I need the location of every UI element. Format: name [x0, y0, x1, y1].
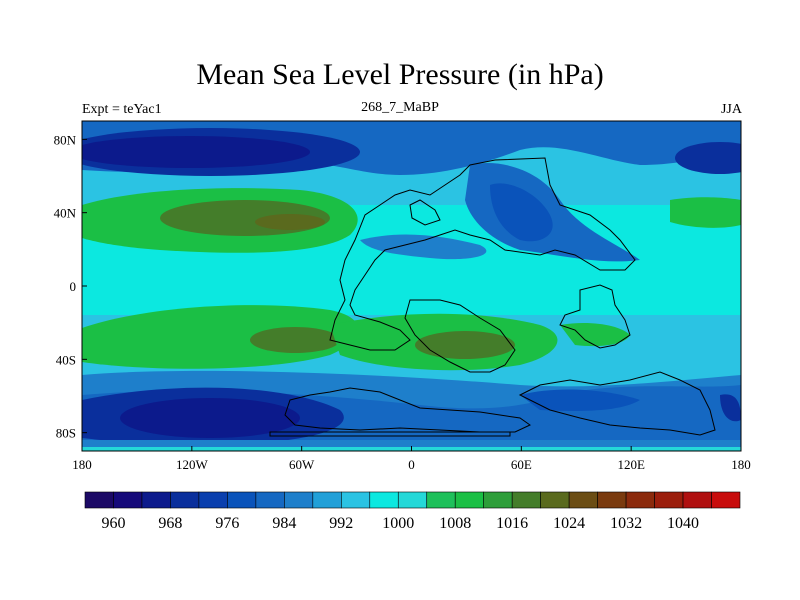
- colorbar-swatch: [227, 491, 257, 509]
- pressure-field: [82, 121, 741, 451]
- colorbar-swatch: [511, 491, 541, 509]
- colorbar-swatch: [540, 491, 570, 509]
- y-tick-label: 0: [70, 279, 77, 294]
- x-tick-label: 0: [408, 457, 415, 472]
- x-tick-label: 120E: [617, 457, 645, 472]
- y-tick-label: 80N: [54, 132, 77, 147]
- colorbar-swatch: [312, 491, 342, 509]
- colorbar-swatch: [255, 491, 285, 509]
- colorbar-label: 992: [329, 515, 353, 532]
- x-tick-label: 120W: [176, 457, 209, 472]
- colorbar-swatch: [682, 491, 712, 509]
- colorbar-swatch: [141, 491, 171, 509]
- x-tick-label: 180: [731, 457, 751, 472]
- colorbar: 960 968 976 984 992 1000 1008 1016 1024 1032 1040: [84, 491, 741, 532]
- colorbar-swatch: [625, 491, 655, 509]
- colorbar-label: 984: [272, 515, 296, 532]
- colorbar-swatch: [711, 491, 741, 509]
- x-tick-label: 60E: [511, 457, 532, 472]
- colorbar-label: 1008: [439, 515, 471, 532]
- chart-title: Mean Sea Level Pressure (in hPa): [196, 58, 604, 91]
- colorbar-label: 1040: [667, 515, 699, 532]
- y-tick-label: 40N: [54, 206, 77, 221]
- colorbar-label: 1016: [496, 515, 528, 532]
- colorbar-swatch: [483, 491, 513, 509]
- colorbar-label: 976: [215, 515, 239, 532]
- center-label: 268_7_MaBP: [361, 100, 439, 115]
- y-tick-label: 40S: [56, 352, 76, 367]
- coastlines: [269, 157, 716, 437]
- colorbar-label: 1032: [610, 515, 642, 532]
- colorbar-swatch: [426, 491, 456, 509]
- colorbar-swatch: [113, 491, 143, 509]
- colorbar-label: 1000: [382, 515, 414, 532]
- x-axis: 180 120W 60W 0 60E 120E 180: [72, 446, 751, 472]
- season-label: JJA: [720, 102, 742, 117]
- colorbar-label: 960: [101, 515, 125, 532]
- colorbar-swatch: [84, 491, 114, 509]
- colorbar-swatch: [170, 491, 200, 509]
- colorbar-swatch: [397, 491, 428, 509]
- experiment-label: Expt = teYac1: [82, 102, 162, 117]
- colorbar-swatch: [369, 491, 399, 509]
- colorbar-label: 968: [158, 515, 182, 532]
- colorbar-label: 1024: [553, 515, 585, 532]
- colorbar-swatch: [654, 491, 684, 509]
- colorbar-swatch: [568, 491, 598, 509]
- x-tick-label: 60W: [289, 457, 315, 472]
- colorbar-swatch: [341, 491, 371, 509]
- y-axis: 80N 40N 0 40S 80S: [54, 132, 87, 441]
- colorbar-swatch: [284, 491, 314, 509]
- colorbar-swatch: [198, 491, 228, 509]
- colorbar-swatch: [454, 491, 484, 509]
- y-tick-label: 80S: [56, 426, 76, 441]
- colorbar-swatch: [597, 491, 627, 509]
- x-tick-label: 180: [72, 457, 92, 472]
